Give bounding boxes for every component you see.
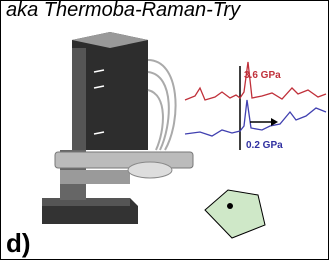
title: aka Thermoba-Raman-Try (6, 0, 241, 21)
pressure-label: 0.2 GPa (246, 140, 283, 151)
figure-panel: aka Thermoba-Raman-Try 3.6 GPa 0.2 GPa d… (0, 0, 329, 260)
objective (128, 162, 172, 178)
tower-side (72, 48, 86, 150)
stage-lower (60, 170, 130, 184)
stage (55, 152, 193, 168)
panel-label: d) (6, 228, 31, 258)
pressure-label: 3.6 GPa (244, 70, 281, 81)
page: {"header": {"title": "aka Thermoba-Raman… (0, 0, 329, 260)
laser-spot (227, 203, 233, 209)
